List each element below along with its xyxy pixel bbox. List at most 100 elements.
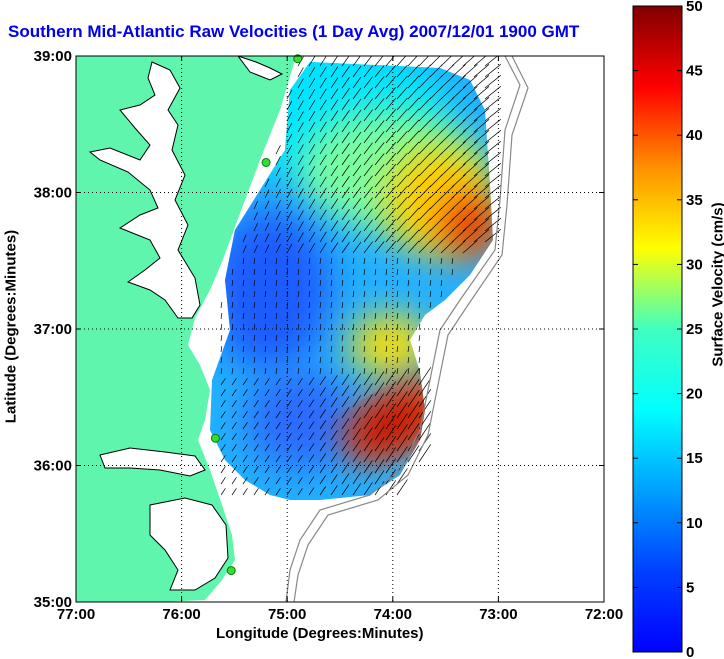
- grid-lines: [76, 56, 604, 602]
- velocity-arrow: [308, 388, 315, 397]
- velocity-arrow: [407, 75, 420, 89]
- velocity-arrow: [220, 422, 226, 430]
- velocity-arrow: [220, 411, 226, 419]
- velocity-arrow: [396, 97, 408, 111]
- velocity-arrow: [473, 75, 490, 89]
- velocity-arrow: [473, 130, 490, 144]
- velocity-arrow: [352, 153, 362, 166]
- velocity-arrow: [264, 244, 270, 254]
- velocity-arrow: [319, 242, 327, 254]
- velocity-arrow: [341, 357, 344, 364]
- velocity-arrow: [242, 269, 245, 276]
- velocity-arrow: [396, 446, 408, 463]
- velocity-arrow: [330, 187, 339, 199]
- colorbar-tick-label: 5: [686, 579, 694, 596]
- velocity-arrow: [231, 269, 234, 276]
- velocity-arrow: [275, 313, 278, 320]
- velocity-arrow: [440, 291, 443, 298]
- velocity-arrow: [319, 453, 326, 463]
- velocity-arrow: [330, 386, 338, 397]
- velocity-arrow: [407, 119, 420, 133]
- velocity-arrow: [429, 218, 443, 232]
- velocity-arrow: [341, 121, 350, 133]
- velocity-arrow: [418, 229, 431, 243]
- velocity-arrow: [220, 400, 226, 408]
- velocity-arrow: [396, 435, 408, 452]
- velocity-arrow: [275, 477, 281, 485]
- velocity-arrow: [253, 368, 256, 375]
- velocity-arrow: [418, 141, 431, 155]
- velocity-arrow: [264, 488, 270, 496]
- velocity-arrow: [352, 131, 362, 144]
- velocity-arrow: [319, 56, 327, 67]
- velocity-arrow: [319, 398, 326, 408]
- velocity-arrow: [418, 97, 431, 111]
- velocity-arrow: [264, 269, 267, 276]
- velocity-arrow: [396, 218, 408, 232]
- velocity-arrow: [220, 357, 223, 364]
- velocity-arrow: [253, 302, 256, 309]
- velocity-arrow: [396, 424, 408, 441]
- velocity-arrow: [231, 291, 234, 298]
- velocity-arrow: [253, 346, 256, 353]
- velocity-arrow: [264, 455, 270, 463]
- velocity-arrow: [253, 324, 256, 331]
- velocity-arrow: [286, 389, 292, 397]
- velocity-arrow: [352, 175, 362, 188]
- velocity-arrow: [341, 396, 350, 408]
- velocity-arrow: [462, 86, 478, 100]
- velocity-arrow: [297, 166, 304, 177]
- velocity-arrow: [297, 221, 304, 232]
- velocity-arrow: [308, 410, 315, 419]
- velocity-arrow: [242, 378, 248, 386]
- velocity-arrow: [451, 174, 466, 188]
- velocity-arrow: [297, 411, 303, 419]
- velocity-arrow: [264, 466, 270, 474]
- velocity-arrow: [308, 324, 311, 331]
- velocity-arrow: [374, 241, 385, 254]
- velocity-arrow: [319, 209, 327, 221]
- velocity-arrow: [363, 142, 373, 155]
- velocity-arrow: [341, 269, 344, 276]
- x-axis-label: Longitude (Degrees:Minutes): [216, 625, 424, 642]
- velocity-arrow: [418, 269, 421, 276]
- velocity-arrow: [385, 425, 397, 441]
- velocity-arrow: [352, 219, 362, 232]
- velocity-arrow: [374, 65, 385, 78]
- velocity-arrow: [330, 280, 333, 287]
- velocity-arrow: [308, 133, 316, 144]
- velocity-arrow: [264, 411, 270, 419]
- velocity-arrow: [308, 335, 311, 342]
- velocity-arrow: [407, 196, 420, 210]
- colorbar-tick-label: 15: [686, 450, 703, 467]
- velocity-arrow: [374, 153, 385, 166]
- velocity-arrow: [440, 56, 452, 67]
- velocity-arrow: [374, 197, 385, 210]
- velocity-arrow: [418, 368, 421, 375]
- velocity-arrow: [275, 222, 281, 232]
- station-marker: [210, 433, 220, 443]
- velocity-arrow: [396, 413, 408, 430]
- velocity-arrow: [286, 444, 292, 452]
- velocity-arrow: [374, 324, 377, 331]
- colorbar-ticks: 0 5 10 15 20 25 30 35 40 45 50: [633, 0, 703, 659]
- velocity-arrow: [330, 357, 333, 364]
- velocity-arrow: [264, 389, 270, 397]
- velocity-arrow: [418, 174, 431, 188]
- velocity-arrow: [385, 280, 388, 287]
- velocity-arrow: [330, 220, 339, 232]
- velocity-arrow: [407, 229, 420, 243]
- velocity-arrow: [385, 324, 388, 331]
- velocity-arrow: [220, 466, 226, 474]
- velocity-arrow: [429, 258, 432, 265]
- velocity-arrow: [418, 152, 431, 166]
- velocity-arrow: [385, 142, 397, 155]
- velocity-arrow: [363, 394, 373, 408]
- velocity-arrow: [319, 357, 322, 364]
- velocity-arrow: [341, 56, 350, 67]
- velocity-arrow: [286, 133, 293, 144]
- velocity-arrow: [374, 368, 377, 375]
- velocity-arrow: [341, 484, 350, 496]
- velocity-arrow: [264, 433, 270, 441]
- velocity-arrow: [253, 400, 259, 408]
